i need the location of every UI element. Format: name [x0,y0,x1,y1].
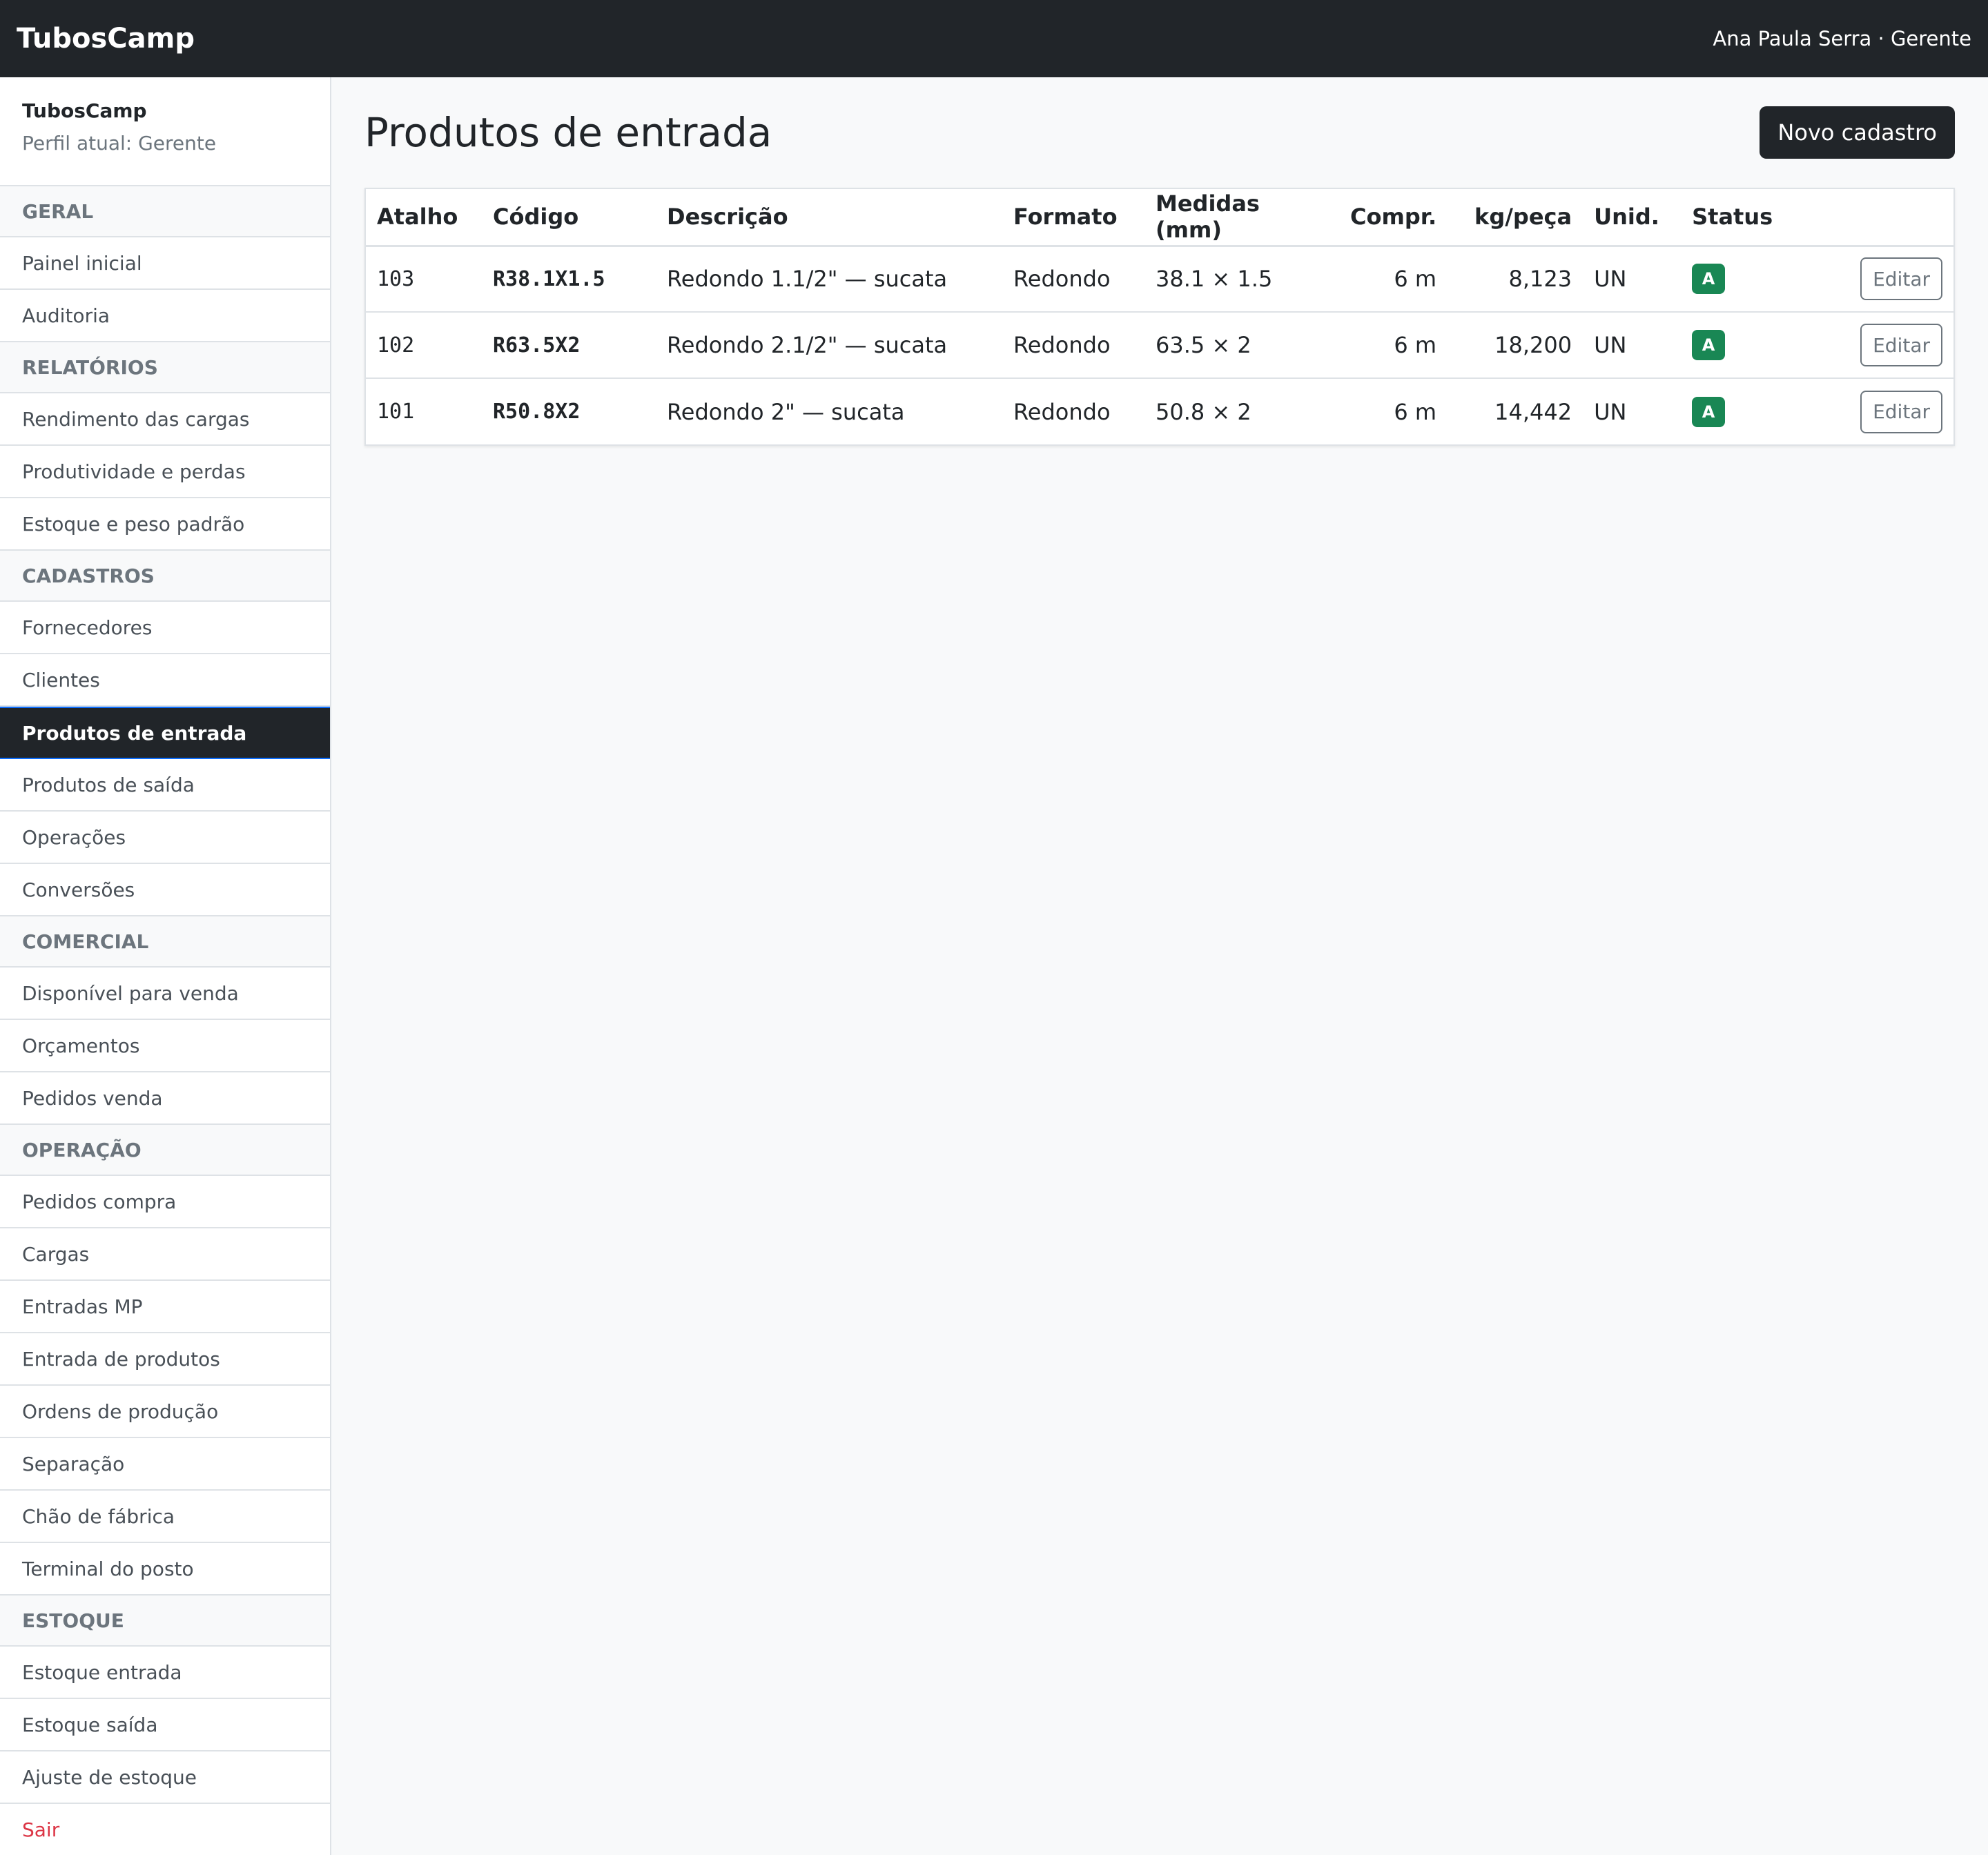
sidebar-section-operacao: Operação [0,1125,330,1176]
cell-compr: 6 m [1339,246,1448,313]
cell-unid: UN [1583,246,1682,313]
cell-unid: UN [1583,312,1682,379]
cell-actions: Editar [1798,312,1953,379]
cell-medidas: 63.5 × 2 [1144,312,1339,379]
cell-kg-peca: 14,442 [1494,398,1572,425]
cell-codigo: R38.1X1.5 [482,246,656,313]
sidebar-item-entradas-mp[interactable]: Entradas MP [0,1281,330,1333]
sidebar-section-relatorios: Relatórios [0,342,330,393]
edit-button[interactable]: Editar [1860,390,1942,433]
sidebar-item-estoque-peso-padrao[interactable]: Estoque e peso padrão [0,498,330,551]
cell-codigo: R50.8X2 [493,400,581,424]
cell-compr: 6 m [1394,398,1437,425]
sidebar-item-produtos-saida[interactable]: Produtos de saída [0,759,330,812]
sidebar-item-clientes[interactable]: Clientes [0,654,330,707]
sidebar-item-entrada-produtos[interactable]: Entrada de produtos [0,1333,330,1386]
sidebar-section-cadastros: Cadastros [0,551,330,602]
status-badge: A [1692,396,1726,427]
sidebar-header: TubosCamp Perfil atual: Gerente [0,77,330,186]
sidebar-item-produtividade-perdas[interactable]: Produtividade e perdas [0,446,330,498]
cell-descricao: Redondo 1.1/2" — sucata [656,246,1002,313]
sidebar-app-name: TubosCamp [22,99,147,122]
col-atalho: Atalho [366,189,482,247]
cell-status: A [1681,246,1799,313]
sidebar-item-produtos-entrada[interactable]: Produtos de entrada [0,707,330,759]
cell-atalho: 103 [366,246,482,313]
cell-status: A [1681,378,1798,444]
table-header-row: Atalho Código Descrição Formato Medidas … [366,189,1953,247]
sidebar-item-rendimento-cargas[interactable]: Rendimento das cargas [0,393,330,446]
cell-atalho: 102 [366,312,482,379]
sidebar-item-estoque-entrada[interactable]: Estoque entrada [0,1647,330,1699]
status-badge: A [1692,330,1726,360]
sidebar-item-chao-fabrica[interactable]: Chão de fábrica [0,1491,330,1543]
cell-kg-peca: 18,200 [1448,312,1583,379]
cell-medidas: 38.1 × 1.5 [1144,246,1339,313]
sidebar-item-separacao[interactable]: Separação [0,1438,330,1491]
cell-compr: 6 m [1339,312,1448,379]
sidebar-item-painel-inicial[interactable]: Painel inicial [0,237,330,290]
table-row: 103 R38.1X1.5 Redondo 1.1/2" — sucata Re… [366,246,1953,313]
current-user: Ana Paula Serra · Gerente [1713,27,1971,50]
cell-medidas: 50.8 × 2 [1156,398,1251,425]
page-title: Produtos de entrada [364,109,772,156]
col-medidas: Medidas (mm) [1144,189,1339,247]
top-navbar: TubosCamp Ana Paula Serra · Gerente [0,0,1988,77]
sidebar-item-terminal-posto[interactable]: Terminal do posto [0,1543,330,1596]
sidebar-item-pedidos-venda[interactable]: Pedidos venda [0,1072,330,1125]
col-status: Status [1681,189,1799,247]
col-kg-peca: kg/peça [1448,189,1583,247]
cell-formato: Redondo [1002,246,1144,313]
col-actions [1798,189,1953,247]
table-row: 102 R63.5X2 Redondo 2.1/2" — sucata Redo… [366,312,1953,379]
edit-button[interactable]: Editar [1860,257,1942,301]
sidebar-item-orcamentos[interactable]: Orçamentos [0,1020,330,1072]
page-header: Produtos de entrada Novo cadastro [364,77,1955,188]
cell-actions: Editar [1798,246,1953,313]
brand-link[interactable]: TubosCamp [17,23,195,55]
sidebar-item-fornecedores[interactable]: Fornecedores [0,602,330,654]
cell-descricao: Redondo 2" — sucata [667,398,905,425]
table-row: 101 R50.8X2 Redondo 2" — sucata Redondo … [366,378,1953,444]
col-compr: Compr. [1339,189,1448,247]
sidebar-item-operacoes[interactable]: Operações [0,812,330,864]
cell-status: A [1681,312,1799,379]
cell-unid: UN [1594,398,1627,425]
col-codigo: Código [482,189,656,247]
cell-codigo: R63.5X2 [482,312,656,379]
sidebar-section-comercial: Comercial [0,916,330,968]
logout-link[interactable]: Sair [0,1804,330,1855]
products-table: Atalho Código Descrição Formato Medidas … [366,189,1953,444]
cell-formato: Redondo [1013,398,1111,425]
sidebar-item-conversoes[interactable]: Conversões [0,864,330,916]
new-record-button[interactable]: Novo cadastro [1760,106,1955,159]
col-unid: Unid. [1583,189,1682,247]
sidebar-section-estoque: Estoque [0,1596,330,1647]
sidebar: TubosCamp Perfil atual: Gerente Geral Pa… [0,77,331,1855]
sidebar-item-disponivel-venda[interactable]: Disponível para venda [0,968,330,1020]
sidebar-item-ajuste-estoque[interactable]: Ajuste de estoque [0,1751,330,1804]
sidebar-item-estoque-saida[interactable]: Estoque saída [0,1699,330,1751]
products-table-card: Atalho Código Descrição Formato Medidas … [364,188,1955,446]
edit-button[interactable]: Editar [1860,324,1942,366]
sidebar-item-auditoria[interactable]: Auditoria [0,290,330,342]
col-formato: Formato [1002,189,1144,247]
sidebar-role: Perfil atual: Gerente [22,132,217,155]
sidebar-section-geral: Geral [0,186,330,237]
cell-atalho: 101 [377,400,415,424]
cell-actions: Editar [1798,378,1953,444]
main-content: Produtos de entrada Novo cadastro Atalho… [364,77,1955,446]
cell-kg-peca: 8,123 [1448,246,1583,313]
cell-descricao: Redondo 2.1/2" — sucata [656,312,1002,379]
sidebar-item-ordens-producao[interactable]: Ordens de produção [0,1386,330,1438]
sidebar-item-cargas[interactable]: Cargas [0,1228,330,1281]
col-descricao: Descrição [656,189,1002,247]
cell-formato: Redondo [1002,312,1144,379]
status-badge: A [1692,264,1726,295]
sidebar-item-pedidos-compra[interactable]: Pedidos compra [0,1176,330,1228]
